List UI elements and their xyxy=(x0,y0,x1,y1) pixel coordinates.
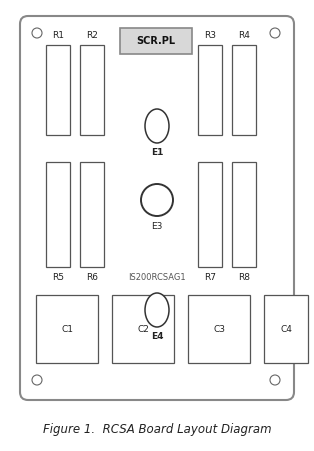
Text: E1: E1 xyxy=(151,148,163,157)
Text: Figure 1.  RCSA Board Layout Diagram: Figure 1. RCSA Board Layout Diagram xyxy=(43,423,271,437)
Circle shape xyxy=(32,375,42,385)
Ellipse shape xyxy=(141,184,173,216)
Text: C4: C4 xyxy=(280,325,292,333)
Bar xyxy=(264,295,308,363)
FancyBboxPatch shape xyxy=(20,16,294,400)
Text: R3: R3 xyxy=(204,31,216,40)
Text: C1: C1 xyxy=(61,325,73,333)
Text: SCR.PL: SCR.PL xyxy=(137,36,176,46)
Bar xyxy=(120,28,192,54)
Bar xyxy=(46,162,70,267)
Ellipse shape xyxy=(145,293,169,327)
Bar xyxy=(232,162,256,267)
Bar xyxy=(198,45,222,135)
Text: E3: E3 xyxy=(151,222,163,231)
Circle shape xyxy=(32,28,42,38)
Bar xyxy=(188,295,250,363)
Ellipse shape xyxy=(145,109,169,143)
Text: C2: C2 xyxy=(137,325,149,333)
Bar xyxy=(112,295,174,363)
Text: R7: R7 xyxy=(204,273,216,282)
Circle shape xyxy=(270,28,280,38)
Text: R4: R4 xyxy=(238,31,250,40)
Text: R6: R6 xyxy=(86,273,98,282)
Text: R5: R5 xyxy=(52,273,64,282)
Circle shape xyxy=(270,375,280,385)
Bar xyxy=(36,295,98,363)
Bar xyxy=(80,162,104,267)
Text: E4: E4 xyxy=(151,332,163,341)
Text: R1: R1 xyxy=(52,31,64,40)
Bar xyxy=(232,45,256,135)
Text: R2: R2 xyxy=(86,31,98,40)
Text: IS200RCSAG1: IS200RCSAG1 xyxy=(128,273,186,282)
Text: C3: C3 xyxy=(213,325,225,333)
Bar xyxy=(80,45,104,135)
Bar xyxy=(46,45,70,135)
Text: R8: R8 xyxy=(238,273,250,282)
Bar xyxy=(198,162,222,267)
